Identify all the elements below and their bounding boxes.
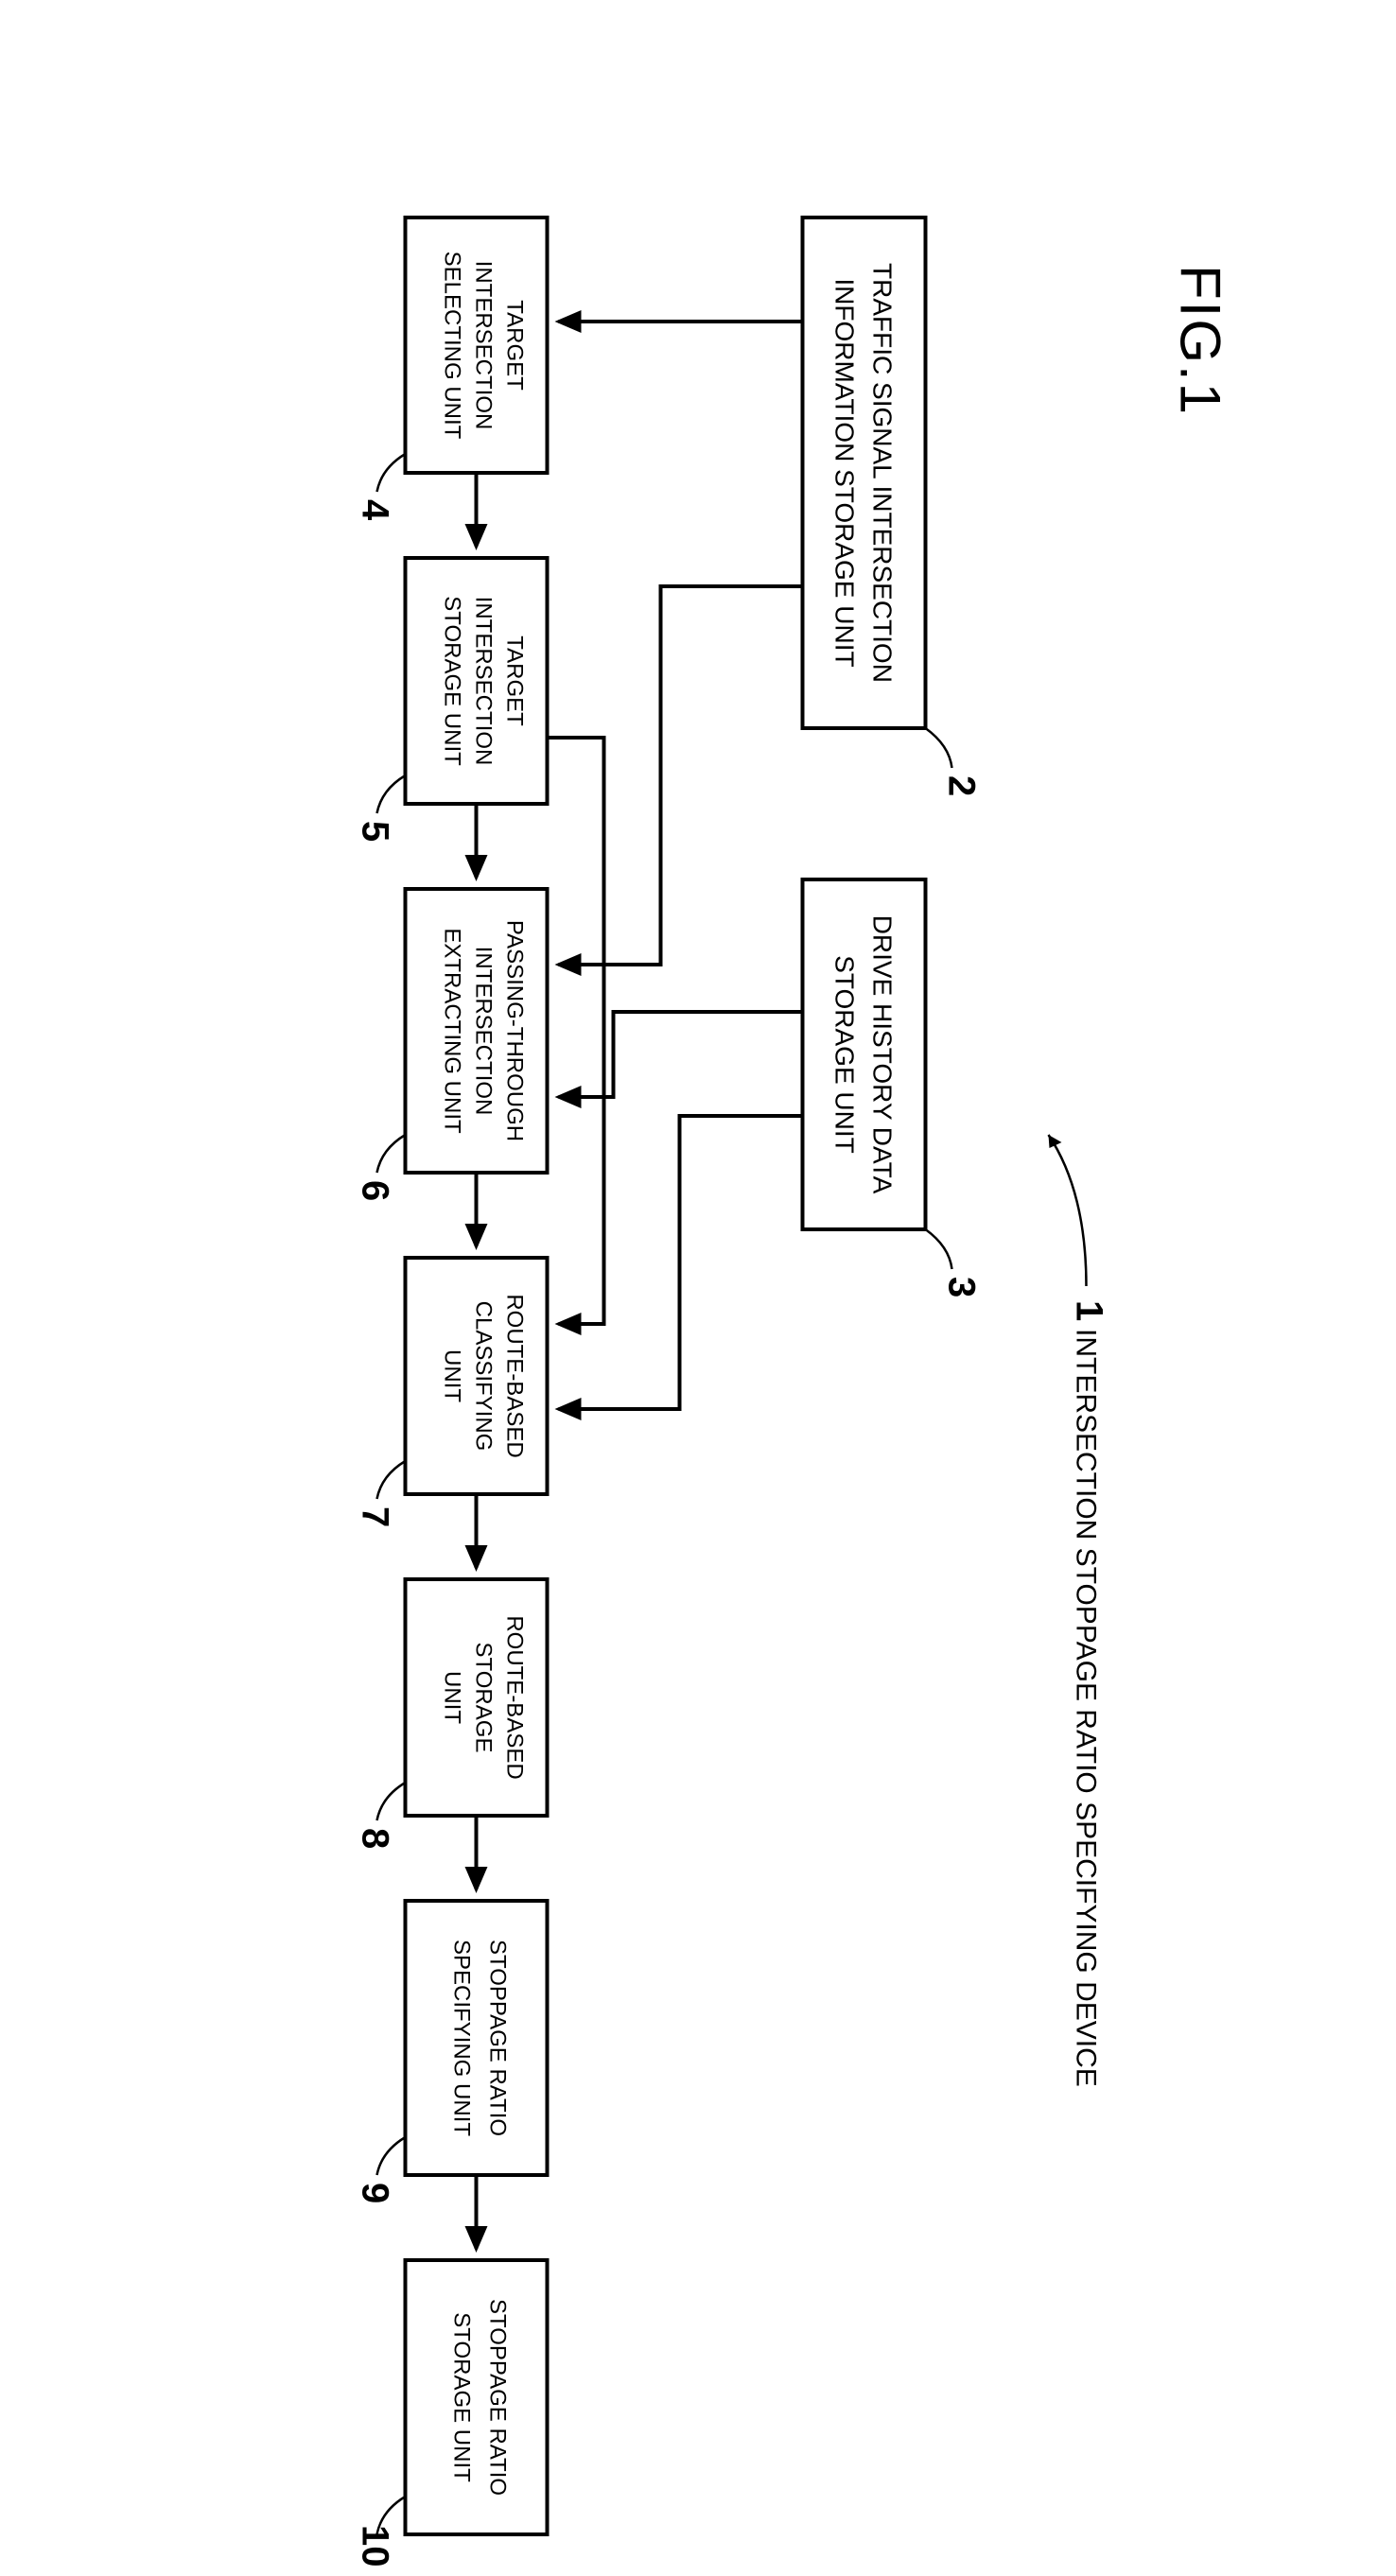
ref-10: 10 xyxy=(355,2525,396,2567)
ref-9: 9 xyxy=(355,2183,396,2203)
box-7-line3: UNIT xyxy=(440,1349,465,1402)
box-10 xyxy=(406,2260,548,2534)
box-4-line2: INTERSECTION xyxy=(471,261,497,430)
ref-5-leader xyxy=(377,775,406,813)
arrow-5-7 xyxy=(548,738,604,1324)
ref-8: 8 xyxy=(355,1828,396,1849)
box-3 xyxy=(803,879,926,1229)
device-leader xyxy=(1049,1135,1087,1286)
box-4-line3: SELECTING UNIT xyxy=(440,252,465,440)
box-5-line1: TARGET xyxy=(502,635,528,726)
box-8-line1: ROUTE-BASED xyxy=(502,1615,528,1779)
ref-7: 7 xyxy=(355,1506,396,1527)
box-2-line2: INFORMATION STORAGE UNIT xyxy=(830,278,860,667)
box-9-line2: SPECIFYING UNIT xyxy=(449,1940,475,2136)
ref-4: 4 xyxy=(355,499,396,521)
ref-6-leader xyxy=(377,1135,406,1173)
ref-2: 2 xyxy=(941,775,983,796)
box-2-line1: TRAFFIC SIGNAL INTERSECTION xyxy=(868,263,898,683)
device-name: INTERSECTION STOPPAGE RATIO SPECIFYING D… xyxy=(1071,1329,1102,2087)
box-3-line1: DRIVE HISTORY DATA xyxy=(868,915,898,1194)
ref-3-leader xyxy=(926,1229,952,1269)
box-6-line2: INTERSECTION xyxy=(471,947,497,1116)
ref-7-leader xyxy=(377,1461,406,1499)
box-9-line1: STOPPAGE RATIO xyxy=(485,1940,511,2136)
box-8-line3: UNIT xyxy=(440,1671,465,1724)
box-7-line2: CLASSIFYING xyxy=(471,1301,497,1452)
arrow-2-6 xyxy=(559,586,803,965)
ref-3: 3 xyxy=(941,1277,983,1297)
box-5-line2: INTERSECTION xyxy=(471,597,497,766)
ref-8-leader xyxy=(377,1783,406,1820)
box-10-line2: STORAGE UNIT xyxy=(449,2312,475,2482)
box-7-line1: ROUTE-BASED xyxy=(502,1294,528,1457)
box-4-line1: TARGET xyxy=(502,300,528,391)
box-2 xyxy=(803,218,926,728)
box-6-line3: EXTRACTING UNIT xyxy=(440,928,465,1134)
box-6-line1: PASSING-THROUGH xyxy=(502,920,528,1141)
box-9 xyxy=(406,1901,548,2175)
device-ref: 1 xyxy=(1069,1300,1110,1321)
ref-2-leader xyxy=(926,728,952,768)
arrow-3-6 xyxy=(559,1012,803,1097)
ref-9-leader xyxy=(377,2137,406,2175)
box-3-line2: STORAGE UNIT xyxy=(830,955,860,1154)
ref-4-leader xyxy=(377,454,406,492)
ref-6: 6 xyxy=(355,1180,396,1201)
box-8-line2: STORAGE xyxy=(471,1643,497,1753)
ref-5: 5 xyxy=(355,821,396,842)
box-5-line3: STORAGE UNIT xyxy=(440,596,465,766)
box-10-line1: STOPPAGE RATIO xyxy=(485,2299,511,2496)
arrow-3-7 xyxy=(559,1116,803,1409)
diagram-canvas: FIG.1 1 INTERSECTION STOPPAGE RATIO SPEC… xyxy=(3,0,1396,2576)
figure-label: FIG.1 xyxy=(1169,265,1232,416)
